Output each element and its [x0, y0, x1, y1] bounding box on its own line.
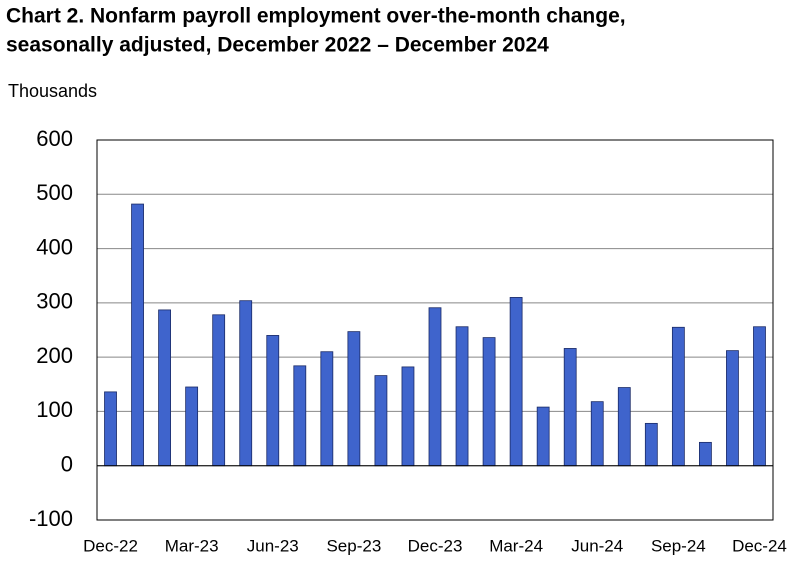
bar — [753, 326, 766, 467]
x-tick-label: Mar-24 — [489, 536, 543, 555]
bar — [374, 375, 388, 467]
bar — [617, 387, 631, 467]
y-tick-label: 300 — [36, 289, 73, 314]
y-tick-label: 500 — [36, 180, 73, 205]
x-tick-label: Dec-22 — [83, 536, 138, 555]
bar — [671, 326, 685, 467]
bar — [482, 337, 496, 467]
bar — [239, 300, 253, 467]
chart-title-line: seasonally adjusted, December 2022 – Dec… — [6, 34, 549, 57]
bar — [347, 331, 361, 467]
bar — [536, 406, 550, 467]
y-tick-label: -100 — [29, 506, 73, 531]
chart-title-line: Chart 2. Nonfarm payroll employment over… — [6, 5, 626, 28]
y-tick-label: 100 — [36, 397, 73, 422]
plot-border — [96, 139, 774, 521]
bar — [509, 297, 523, 467]
x-tick-label: Jun-24 — [571, 536, 623, 555]
x-tick-label: Dec-23 — [408, 536, 463, 555]
bar — [266, 335, 280, 467]
bar — [401, 366, 415, 467]
y-tick-label: 400 — [36, 234, 73, 259]
x-tick-label: Sep-24 — [651, 536, 706, 555]
bar — [590, 401, 604, 467]
y-tick-label: 0 — [61, 452, 73, 477]
bar — [104, 391, 117, 467]
x-tick-label: Mar-23 — [165, 536, 219, 555]
y-tick-label: 200 — [36, 343, 73, 368]
bar — [131, 203, 144, 467]
bar — [699, 441, 712, 467]
bar — [644, 422, 658, 467]
x-tick-label: Sep-23 — [326, 536, 381, 555]
bar — [212, 314, 226, 467]
bar — [726, 350, 739, 467]
y-tick-label: 600 — [36, 126, 73, 151]
bar — [185, 386, 199, 467]
bar — [428, 307, 442, 467]
bar — [563, 348, 577, 467]
x-tick-label: Dec-24 — [732, 536, 787, 555]
bar — [293, 365, 307, 467]
bar — [320, 351, 334, 467]
bar — [158, 309, 172, 467]
y-axis-label: Thousands — [8, 81, 97, 101]
bar — [455, 326, 469, 467]
x-tick-label: Jun-23 — [247, 536, 299, 555]
